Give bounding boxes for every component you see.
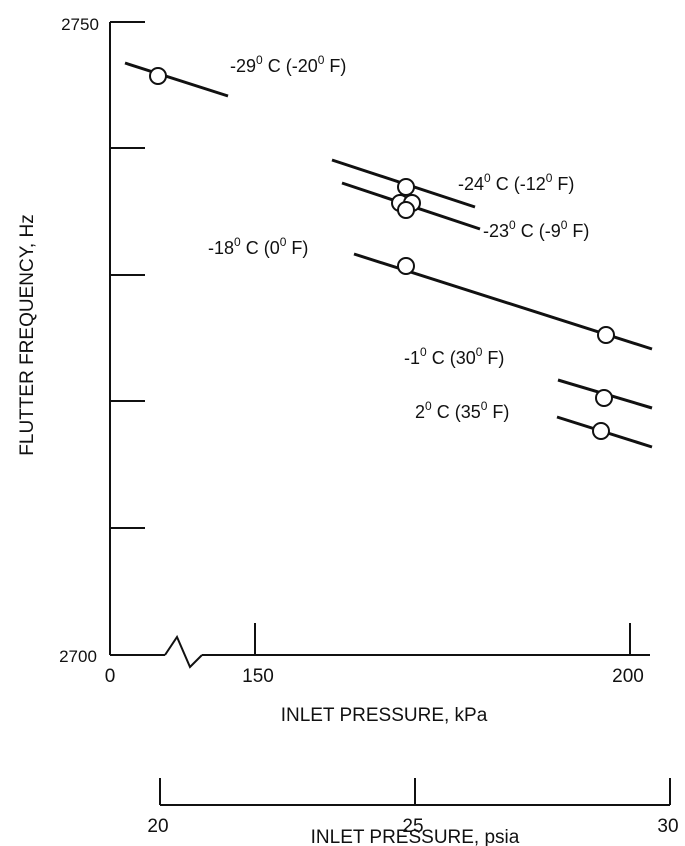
psia-axis-title: INLET PRESSURE, psia [311, 827, 520, 846]
label-minus24c: -240 C (-120 F) [458, 171, 574, 194]
data-point-minus23c-c [397, 201, 415, 219]
x-tick-label-0: 0 [105, 666, 116, 687]
y-axis-title: FLUTTER FREQUENCY, Hz [17, 214, 38, 455]
y-tick-label-2700: 2700 [59, 647, 97, 666]
psia-tick-label-25: 25 [402, 816, 423, 837]
data-point-minus29c [149, 67, 167, 85]
psia-tick-label-20: 20 [147, 816, 168, 837]
series-line-minus29c [124, 61, 229, 98]
data-point-minus1c [595, 389, 613, 407]
x-axis-break [164, 634, 203, 669]
data-point-2c [592, 422, 610, 440]
psia-tick-label-30: 30 [657, 816, 678, 837]
x-tick-label-150: 150 [242, 666, 274, 687]
label-minus1c: -10 C (300 F) [404, 345, 504, 368]
label-minus29c: -290 C (-200 F) [230, 53, 346, 76]
data-point-minus24c [397, 178, 415, 196]
label-minus18c: -180 C (00 F) [208, 235, 308, 258]
y-tick-label-2750: 2750 [61, 15, 99, 34]
data-point-minus18c-a [397, 257, 415, 275]
label-2c: 20 C (350 F) [415, 399, 509, 422]
x-tick-label-200: 200 [612, 666, 644, 687]
label-minus23c: -230 C (-90 F) [483, 218, 589, 241]
data-point-minus18c-b [597, 326, 615, 344]
x-axis-title: INLET PRESSURE, kPa [281, 705, 488, 726]
